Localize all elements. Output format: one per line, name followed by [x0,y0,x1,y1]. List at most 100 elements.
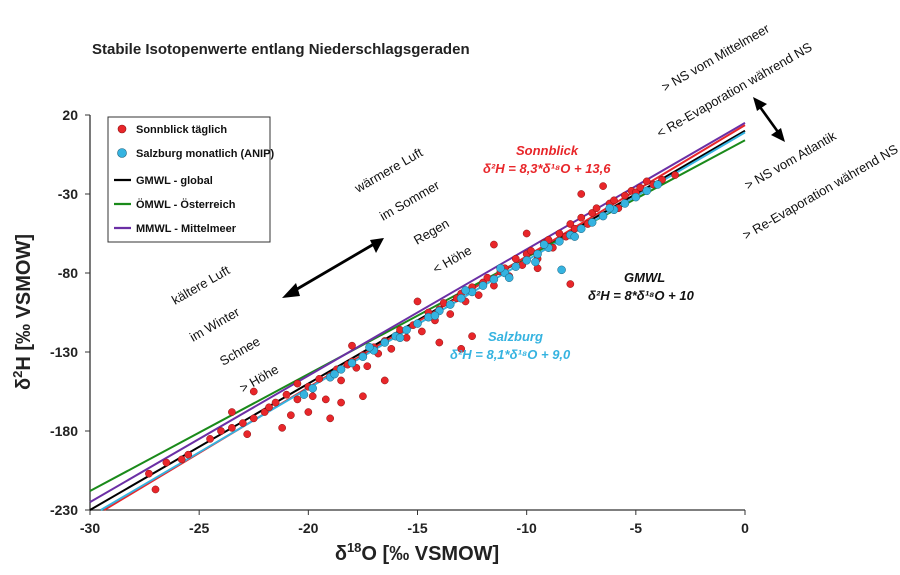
salzburg-point [555,237,564,246]
salzburg-point [365,343,374,352]
salzburg-point [330,369,339,379]
sonnblick-point [308,392,317,401]
salzburg-point [533,249,542,259]
salzburg-point [489,275,499,284]
salzburg-point [347,358,357,368]
sonnblick-point [260,408,269,416]
salzburg-point [605,203,614,213]
sonnblick-point [206,435,214,443]
x-tick-label: 0 [741,520,749,536]
annotation-mid-3: Regen [411,215,452,247]
sonnblick-point [566,280,575,288]
salzburg-point [380,338,389,347]
annotation-mid-4: < Höhe [430,242,474,276]
salzburg-point [620,199,630,208]
salzburg-point [478,281,488,290]
salzburg-point [446,300,455,309]
salzburg-point [504,273,514,282]
legend-box [107,116,271,243]
salzburg-point [402,325,411,335]
legend-label-omwl: ÖMWL - Österreich [136,198,236,211]
salzburg-point [430,311,440,320]
salzburg-point [587,218,597,227]
salzburg-point [539,240,549,249]
sonnblick-point [238,419,247,427]
x-tick-label: -5 [630,520,643,536]
salzburg-point [336,365,346,374]
y-ticks: 20 -30 -80 -130 -180 -230 [50,107,90,518]
sonnblick-point [490,240,498,249]
sonnblick-point [599,182,607,190]
legend-label-sonnblick: Sonnblick täglich [136,124,227,136]
sonnblick-point [228,423,236,432]
y-tick-label: -30 [58,186,78,202]
y-axis-label-sup: 2 [10,371,25,378]
salzburg-point [395,333,405,343]
sonnblick-point [151,485,160,494]
sonnblick-point [337,376,345,385]
salzburg-point [358,352,368,361]
sonnblick-point [162,458,171,467]
sonnblick-point [271,398,280,407]
legend-label-salzburg: Salzburg monatlich (ANIP) [136,148,274,160]
legend-marker-sonnblick [117,124,127,134]
sonnblick-point [527,247,535,255]
equation-salzburg-name: Salzburg [488,329,543,344]
x-axis-label-base: δ [335,543,347,565]
sonnblick-point [321,395,330,404]
x-axis-label-rest: O [‰ VSMOW] [361,543,499,565]
x-ticks: -30 -25 -20 -15 -10 -5 0 [80,510,749,536]
chart-title: Stabile Isotopenwerte entlang Niederschl… [92,41,470,58]
points-layer [145,171,679,494]
sonnblick-point [457,344,466,353]
equation-salzburg-formula: δ²H = 8,1*δ¹⁸O + 9,0 [450,347,571,362]
sonnblick-point [249,387,258,396]
sonnblick-point [359,392,367,401]
salzburg-point [570,232,579,241]
salzburg-point [456,294,466,303]
annotation-left-4: > Höhe [237,361,281,395]
salzburg-point [511,262,520,271]
sonnblick-point [145,469,153,478]
sonnblick-point [380,376,389,385]
double-arrow-seasonal [282,238,384,298]
sonnblick-point [287,411,295,420]
sonnblick-point [265,403,273,412]
x-tick-label: -20 [298,520,318,536]
sonnblick-point [177,455,186,464]
sonnblick-point [511,254,520,263]
y-axis-label-rest: H [‰ VSMOW] [13,234,35,371]
y-tick-label: -80 [58,265,78,281]
sonnblick-point [577,213,586,222]
sonnblick-point [610,196,618,205]
sonnblick-point [387,344,396,353]
legend: Sonnblick täglich Salzburg monatlich (AN… [107,116,274,243]
x-tick-label: -30 [80,520,100,536]
sonnblick-point [363,362,372,371]
y-tick-label: 20 [62,107,78,123]
x-axis-label: δ18O [‰ VSMOW] [335,540,499,565]
sonnblick-point [588,209,597,217]
annotation-right-2: > Re-Evaporation während NS [740,141,900,242]
legend-label-mmwl: MMWL - Mittelmeer [136,223,237,235]
salzburg-point [413,319,422,328]
legend-label-gmwl: GMWL - global [136,175,213,187]
salzburg-point [598,211,608,221]
y-tick-label: -230 [50,502,78,518]
salzburg-point [631,192,641,202]
salzburg-point [577,224,586,234]
sonnblick-point [446,310,455,318]
sonnblick-point [621,191,629,200]
salzburg-point [461,286,470,295]
sonnblick-point [282,390,291,399]
sonnblick-point [555,229,564,238]
x-tick-label: -25 [189,520,209,536]
sonnblick-point [468,332,476,341]
sonnblick-point [348,341,356,350]
sonnblick-point [293,379,302,388]
annotation-left-1: kältere Luft [169,262,233,307]
equation-gmwl-formula: δ²H = 8*δ¹⁸O + 10 [588,288,695,303]
x-axis-label-sup: 18 [347,540,361,555]
sonnblick-point [293,395,302,404]
